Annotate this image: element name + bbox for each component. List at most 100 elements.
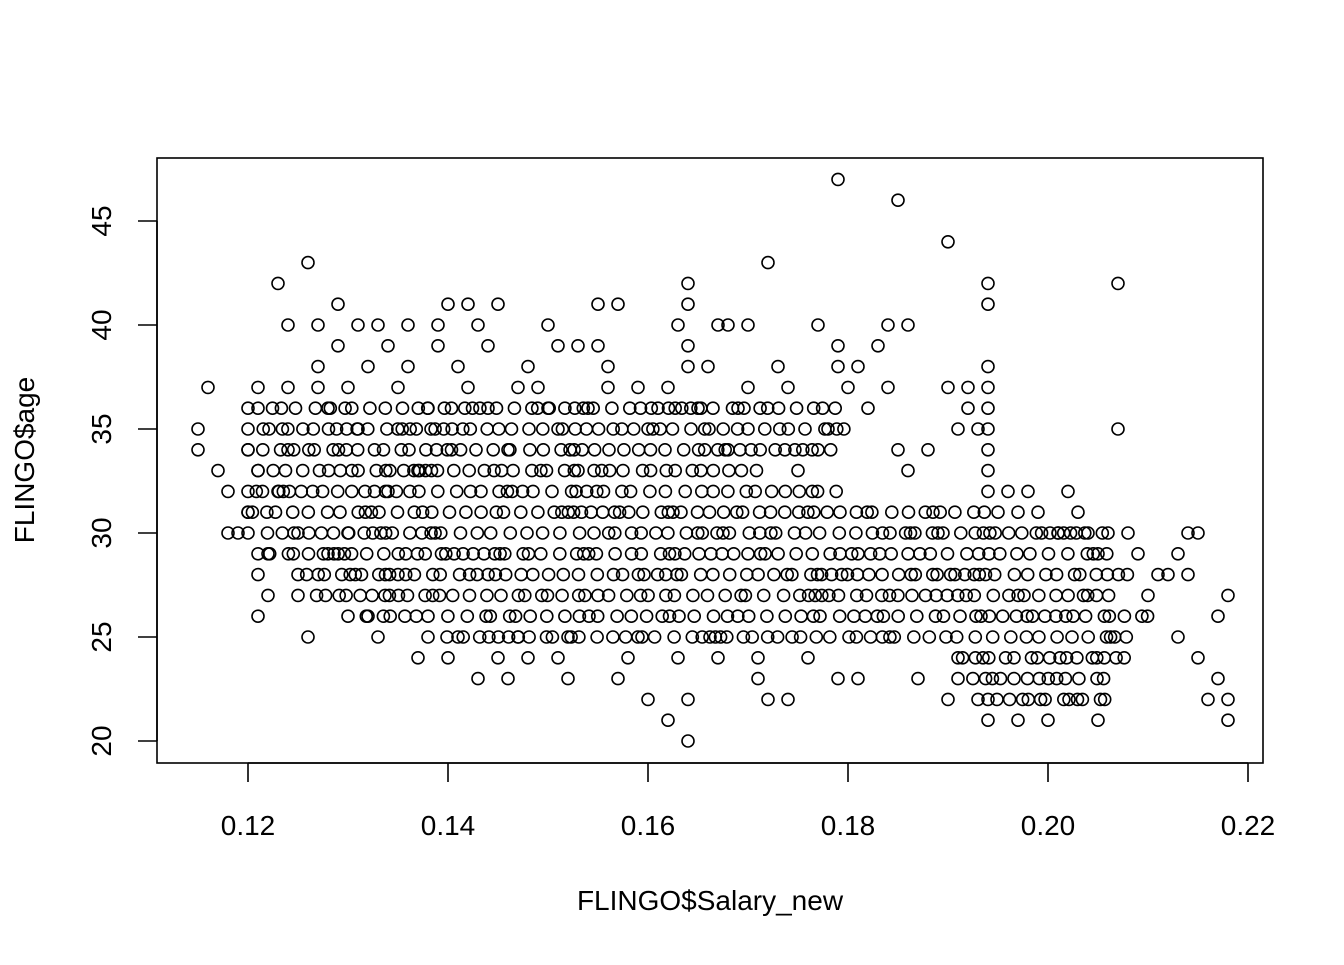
scatter-point xyxy=(1101,588,1116,603)
scatter-point xyxy=(667,630,681,644)
scatter-point xyxy=(308,401,323,416)
scatter-point xyxy=(1099,630,1114,644)
scatter-point xyxy=(525,401,539,416)
scatter-point xyxy=(641,588,655,603)
scatter-point xyxy=(1131,546,1145,561)
scatter-point xyxy=(470,567,485,582)
scatter-point xyxy=(948,567,962,582)
scatter-point xyxy=(633,401,648,416)
scatter-point xyxy=(371,318,385,332)
scatter-point xyxy=(407,567,422,582)
scatter-point xyxy=(643,442,658,457)
scatter-point xyxy=(901,505,916,520)
scatter-point xyxy=(671,650,685,665)
scatter-point xyxy=(710,442,725,457)
scatter-point xyxy=(641,692,655,707)
scatter-point xyxy=(251,463,265,478)
scatter-point xyxy=(828,401,843,416)
scatter-point xyxy=(860,505,875,520)
scatter-point xyxy=(1100,567,1115,582)
scatter-point xyxy=(610,609,624,624)
scatter-point xyxy=(1076,588,1091,603)
scatter-point xyxy=(486,442,501,457)
scatter-point xyxy=(742,526,757,540)
scatter-point xyxy=(391,567,405,582)
scatter-point xyxy=(883,526,897,540)
scatter-point xyxy=(981,380,995,395)
scatter-point xyxy=(595,505,610,520)
scatter-point xyxy=(694,463,708,478)
scatter-point xyxy=(1135,609,1149,624)
scatter-point xyxy=(271,276,285,291)
scatter-point xyxy=(1049,567,1064,582)
scatter-point xyxy=(695,526,710,540)
scatter-point xyxy=(674,401,689,416)
scatter-point xyxy=(564,484,579,499)
scatter-point xyxy=(706,609,721,624)
scatter-point xyxy=(421,630,435,644)
scatter-point xyxy=(539,630,554,644)
scatter-point xyxy=(982,609,997,624)
scatter-point xyxy=(1211,671,1225,686)
scatter-point xyxy=(341,609,355,624)
scatter-point xyxy=(433,526,448,540)
scatter-point xyxy=(1072,671,1086,686)
scatter-point xyxy=(771,359,785,374)
scatter-point xyxy=(491,297,505,312)
scatter-point xyxy=(966,671,980,686)
scatter-point xyxy=(321,422,336,436)
scatter-point xyxy=(326,442,340,457)
scatter-point xyxy=(410,546,425,561)
scatter-point xyxy=(706,401,720,416)
scatter-point xyxy=(661,526,675,540)
scatter-point xyxy=(581,401,595,416)
scatter-point xyxy=(421,401,435,416)
scatter-point xyxy=(859,588,874,603)
scatter-point xyxy=(972,567,987,582)
scatter-point xyxy=(741,546,755,561)
scatter-point xyxy=(618,630,633,644)
scatter-point xyxy=(376,609,391,624)
scatter-point xyxy=(955,650,970,665)
scatter-point xyxy=(804,567,818,582)
scatter-point xyxy=(487,546,502,561)
scatter-point xyxy=(674,505,688,520)
scatter-point xyxy=(535,422,550,436)
scatter-point xyxy=(557,463,572,478)
scatter-point xyxy=(731,401,745,416)
scatter-point xyxy=(908,526,922,540)
scatter-point xyxy=(611,671,625,686)
scatter-point xyxy=(693,567,708,582)
scatter-point xyxy=(891,567,906,582)
scatter-point xyxy=(351,505,366,520)
scatter-point xyxy=(981,650,996,665)
scatter-point xyxy=(734,463,749,478)
scatter-point xyxy=(358,505,373,520)
scatter-point xyxy=(539,463,554,478)
scatter-point xyxy=(951,650,965,665)
scatter-point xyxy=(751,671,765,686)
scatter-point xyxy=(360,422,375,436)
scatter-point xyxy=(587,442,602,457)
scatter-point xyxy=(985,630,1000,644)
scatter-point xyxy=(634,546,649,561)
scatter-point xyxy=(419,442,433,457)
scatter-point xyxy=(844,546,859,561)
scatter-point xyxy=(249,484,264,499)
scatter-point xyxy=(722,463,736,478)
scatter-point xyxy=(424,526,438,540)
scatter-point xyxy=(649,526,663,540)
scatter-point xyxy=(276,484,291,499)
scatter-point xyxy=(572,609,587,624)
scatter-point xyxy=(1011,588,1025,603)
scatter-point xyxy=(1039,567,1053,582)
scatter-point xyxy=(870,609,885,624)
scatter-point xyxy=(365,526,380,540)
scatter-point xyxy=(514,567,529,582)
scatter-point xyxy=(1111,276,1125,291)
scatter-point xyxy=(951,671,965,686)
scatter-point xyxy=(315,484,330,499)
scatter-point xyxy=(309,588,324,603)
scatter-point xyxy=(1095,526,1110,540)
